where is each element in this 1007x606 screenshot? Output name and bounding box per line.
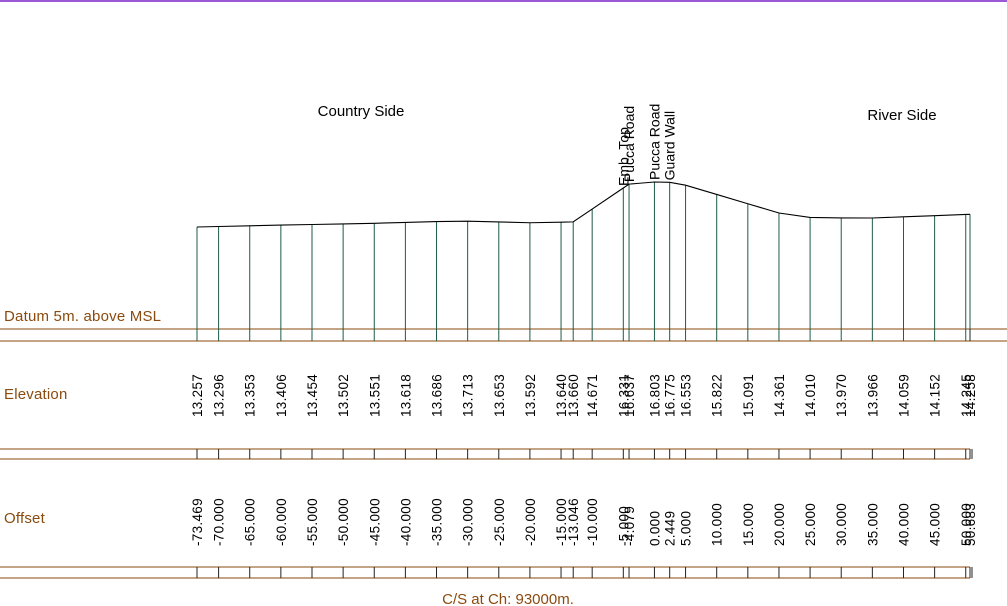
feature-label: Emb. Top: [615, 127, 631, 186]
offset-value: -65.000: [243, 498, 258, 546]
offset-value: -13.046: [566, 498, 581, 546]
elevation-value: 13.686: [430, 374, 445, 417]
elevation-value: 14.361: [772, 374, 787, 417]
section-caption: C/S at Ch: 93000m.: [442, 591, 574, 606]
elevation-value: 14.010: [803, 374, 818, 417]
elevation-value: 16.637: [622, 374, 637, 417]
elevation-value: 14.258: [963, 374, 978, 417]
offset-value: 15.000: [741, 503, 756, 546]
elevation-value: 14.059: [896, 374, 911, 417]
offset-value: -40.000: [398, 498, 413, 546]
offset-value: -55.000: [305, 498, 320, 546]
feature-label: Guard Wall: [662, 111, 678, 181]
offset-value: 50.683: [963, 503, 978, 546]
offset-value: 50.000: [959, 503, 974, 546]
offset-row-label: Offset: [4, 510, 46, 527]
elevation-value: 13.713: [461, 374, 476, 417]
elevation-value: 15.091: [741, 374, 756, 417]
offset-value: 45.000: [928, 503, 943, 546]
elevation-value: 15.822: [710, 374, 725, 417]
offset-value: -50.000: [336, 498, 351, 546]
offset-value: -5.000: [616, 506, 631, 546]
elevation-value: 16.553: [679, 374, 694, 417]
country-side-label: Country Side: [318, 103, 405, 120]
top-rule: [0, 0, 1007, 2]
offset-value: 35.000: [865, 503, 880, 546]
elevation-values: 13.257 13.296 13.353 13.406 13.454 13.502 13.5…: [190, 374, 978, 417]
offset-value: 20.000: [772, 503, 787, 546]
offset-value: -73.469: [190, 498, 205, 546]
elevation-value: 16.331: [616, 374, 631, 417]
river-side-label: River Side: [867, 107, 936, 124]
elevation-value: 13.970: [834, 374, 849, 417]
datum-label: Datum 5m. above MSL: [4, 308, 161, 325]
elevation-value: 16.775: [663, 374, 678, 417]
elevation-value: 13.551: [367, 374, 382, 417]
elevation-value: 13.257: [190, 374, 205, 417]
feature-label: Pucca Road: [621, 106, 637, 182]
band-lines: [0, 328, 1007, 579]
offset-value: 40.000: [896, 503, 911, 546]
offset-value: -15.000: [554, 498, 569, 546]
offset-value: -30.000: [461, 498, 476, 546]
elevation-value: 13.966: [865, 374, 880, 417]
elevation-value: 13.296: [212, 374, 227, 417]
elevation-value: 13.660: [566, 374, 581, 417]
feature-label: Pucca Road: [646, 104, 662, 180]
offset-values: -73.469 -70.000 -65.000 -60.000 -55.000 -50.0…: [190, 498, 978, 546]
elevation-value: 13.353: [243, 374, 258, 417]
offset-value: -70.000: [212, 498, 227, 546]
elevation-row-label: Elevation: [4, 386, 68, 403]
offset-value: 30.000: [834, 503, 849, 546]
offset-value: -25.000: [492, 498, 507, 546]
offset-value: -4.079: [622, 506, 637, 546]
offset-value: 2.449: [663, 511, 678, 546]
elevation-value: 13.618: [398, 374, 413, 417]
offset-value: -35.000: [430, 498, 445, 546]
offset-value: 5.000: [679, 511, 694, 546]
offset-value: -60.000: [274, 498, 289, 546]
elevation-value: 13.592: [523, 374, 538, 417]
offset-value: -45.000: [367, 498, 382, 546]
elevation-value: 13.640: [554, 374, 569, 417]
offset-value: -10.000: [585, 498, 600, 546]
elevation-value: 16.803: [647, 374, 662, 417]
elevation-value: 13.653: [492, 374, 507, 417]
offset-value: 10.000: [710, 503, 725, 546]
elevation-value: 14.152: [928, 374, 943, 417]
offset-value: 0.000: [647, 511, 662, 546]
station-verticals: [196, 182, 973, 578]
elevation-value: 14.671: [585, 374, 600, 417]
elevation-value: 13.406: [274, 374, 289, 417]
offset-value: 25.000: [803, 503, 818, 546]
offset-value: -20.000: [523, 498, 538, 546]
elevation-value: 14.245: [959, 374, 974, 417]
elevation-value: 13.502: [336, 374, 351, 417]
elevation-value: 13.454: [305, 374, 320, 417]
ground-profile-line: [196, 181, 971, 228]
